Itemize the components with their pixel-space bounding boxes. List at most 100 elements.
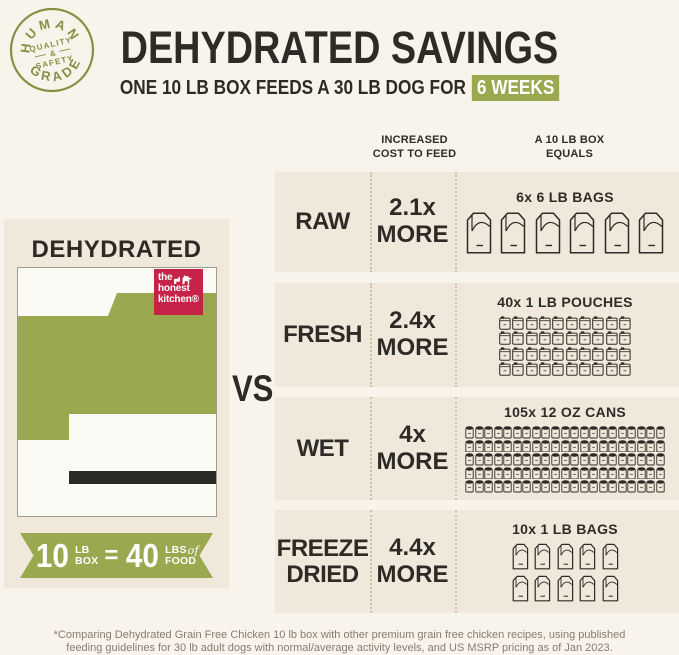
can-icon [608,426,617,439]
can-icon [513,466,522,480]
bag-small-icon [601,575,620,602]
can-icon [656,466,665,480]
can-icon [474,426,484,439]
dotted-divider [455,283,457,387]
can-icon [627,466,636,480]
can-icon [484,426,493,439]
can-icon [541,480,551,493]
equivalents-cell: 105x 12 OZ CANS [457,397,673,500]
pouch-icon [539,347,551,361]
can-icon [503,440,512,453]
can-icon [608,453,617,466]
can-icon [637,440,646,453]
pouch-icon [512,331,525,346]
cost-multiplier: 2.1x MORE [371,172,454,272]
dehydrated-panel: DEHYDRATED the honest kitchen® 10 [4,219,229,588]
cost-value: 2.4x [389,307,436,335]
can-icon [560,453,570,466]
can-icon [579,466,589,480]
ribbon-food: FOOD [165,554,197,567]
pouch-icon [592,362,604,376]
pouch-icon [499,347,511,361]
icon-grid [498,316,632,376]
can-icon [513,426,522,439]
can-icon [465,466,474,480]
can-icon [579,480,589,493]
can-icon [503,426,512,439]
pouch-icon [552,331,564,346]
pouch-icon [605,331,618,346]
badge-divider-lines [35,48,71,58]
ribbon-qty-10: 10 [36,537,70,574]
bag-icon [533,211,563,255]
footnote-line1: *Comparing Dehydrated Grain Free Chicken… [53,629,626,641]
cost-value: 2.1x [389,194,436,222]
footnote: *Comparing Dehydrated Grain Free Chicken… [40,629,639,655]
can-icon [656,426,665,439]
bag-small-icon [511,575,530,602]
can-icon [522,440,531,453]
can-icon [599,466,608,480]
subtitle-text: ONE 10 LB BOX FEEDS A 30 LB DOG FOR [119,76,466,99]
can-icon [646,440,656,453]
can-icon [465,426,474,439]
can-icon [627,480,636,493]
can-icon [532,440,541,453]
bag-small-icon [511,543,530,570]
icon-grid [464,426,666,493]
can-icon [551,453,560,466]
can-icon [627,453,636,466]
pouch-icon [525,362,538,376]
can-icon [503,480,512,493]
row-wet: WET 4x MORE 105x 12 OZ CANS [275,397,679,500]
can-icon [637,466,646,480]
pouch-icon [499,316,511,330]
box-dark-bar [69,471,216,484]
pouch-icon [579,362,591,376]
dehydrated-heading: DEHYDRATED [31,236,202,263]
can-icon [513,440,522,453]
can-icon [541,466,551,480]
honest-kitchen-logo: the honest kitchen® [154,269,203,315]
ribbon-lbs: LBS [165,543,187,556]
can-icon [494,480,503,493]
dotted-divider [455,397,457,500]
can-icon [560,466,570,480]
can-icon [484,466,493,480]
can-icon [646,480,656,493]
page-subtitle: ONE 10 LB BOX FEEDS A 30 LB DOG FOR 6 WEE… [119,75,560,101]
can-icon [637,426,646,439]
bag-icon [602,211,632,255]
can-icon [579,426,589,439]
can-icon [494,426,503,439]
can-icon [599,426,608,439]
bag-small-icon [556,575,575,602]
bag-small-icon [533,543,552,570]
icon-grid [463,211,668,255]
pouch-icon [499,362,511,376]
bag-small-icon [533,575,552,602]
pouch-icon [552,347,564,361]
pouch-icon [512,316,525,330]
pouch-icon [525,347,538,361]
can-icon [560,426,570,439]
can-icon [551,466,560,480]
can-icon [513,453,522,466]
cat-and-dog-icon [174,274,192,284]
pouch-icon [565,331,578,346]
ribbon-box: BOX [74,554,99,567]
can-icon [589,453,598,466]
bag-small-icon [578,543,597,570]
footnote-line2: feeding guidelines for 30 lb adult dogs … [66,642,613,655]
can-icon [513,480,522,493]
pouch-icon [605,316,618,330]
can-icon [484,480,493,493]
dotted-divider [370,283,372,387]
equivalents-cell: 10x 1 LB BAGS [457,510,673,613]
can-icon [522,453,531,466]
can-icon [579,453,589,466]
badge-ring [9,7,95,93]
cost-multiplier: 2.4x MORE [371,283,454,387]
can-icon [494,440,503,453]
